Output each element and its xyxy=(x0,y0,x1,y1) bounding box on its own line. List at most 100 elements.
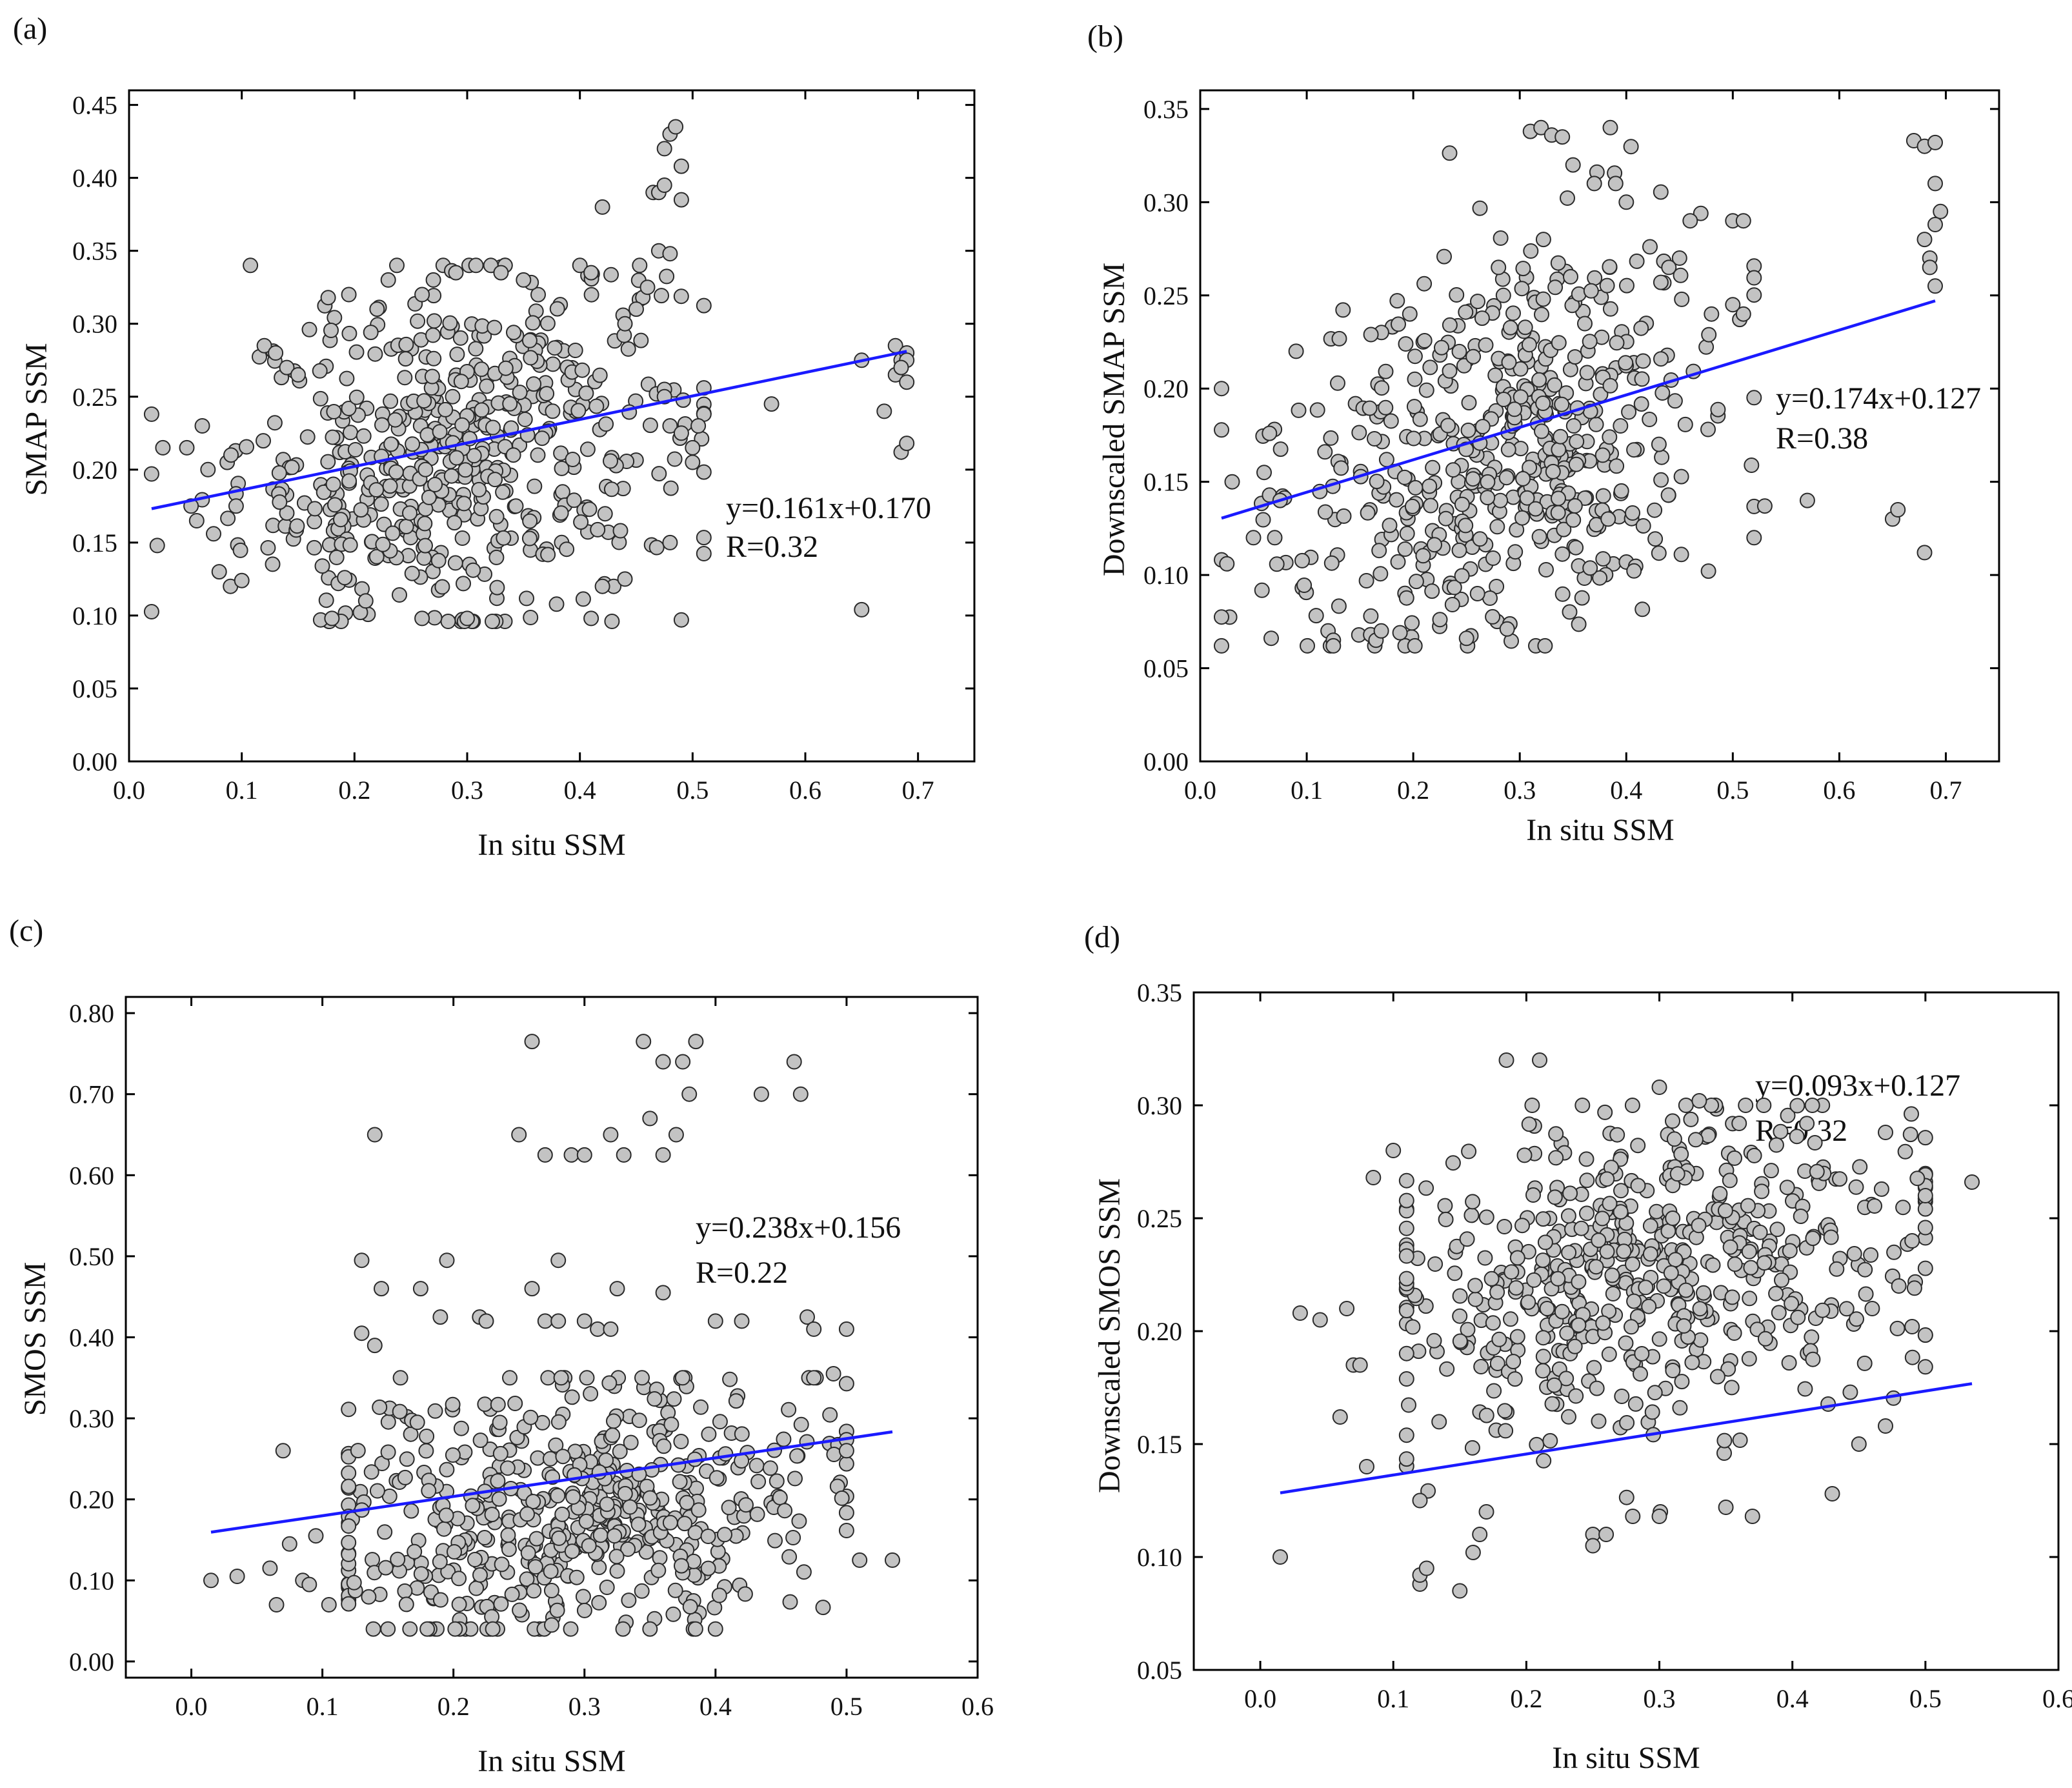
scatter-point xyxy=(312,363,328,379)
scatter-point xyxy=(1647,502,1663,518)
scatter-point xyxy=(667,1582,683,1598)
scatter-point xyxy=(1642,1218,1658,1234)
scatter-point xyxy=(1459,1231,1475,1247)
scatter-point xyxy=(1626,442,1642,458)
scatter-point xyxy=(1551,335,1567,351)
scatter-point xyxy=(1693,205,1709,221)
scatter-point xyxy=(471,481,487,497)
scatter-point xyxy=(1605,1286,1621,1301)
scatter-point xyxy=(1724,1380,1740,1396)
scatter-point xyxy=(1336,508,1352,524)
scatter-point xyxy=(1407,638,1423,654)
scatter-point xyxy=(1649,1203,1665,1220)
scatter-point xyxy=(772,1489,788,1505)
scatter-point xyxy=(1451,542,1467,558)
scatter-point xyxy=(1262,425,1278,441)
scatter-point xyxy=(1651,1080,1667,1095)
scatter-point xyxy=(767,1532,783,1549)
scatter-point xyxy=(1807,1135,1823,1150)
scatter-point xyxy=(1531,528,1547,545)
scatter-point xyxy=(1398,336,1414,352)
x-tick-label: 0.2 xyxy=(338,776,370,805)
scatter-point xyxy=(1568,539,1584,556)
y-tick-label: 0.30 xyxy=(72,310,117,339)
scatter-point xyxy=(1647,531,1664,547)
scatter-point xyxy=(1359,1459,1374,1474)
scatter-point xyxy=(1790,1309,1806,1325)
scatter-point xyxy=(487,472,503,488)
scatter-point xyxy=(1256,465,1272,481)
scatter-point xyxy=(1532,1052,1547,1068)
x-tick-label: 0.4 xyxy=(699,1692,732,1721)
scatter-point xyxy=(449,347,465,363)
scatter-point xyxy=(825,1366,841,1381)
scatter-point xyxy=(432,1554,448,1570)
x-tick-label: 0.1 xyxy=(1377,1684,1409,1713)
scatter-point xyxy=(1551,441,1567,457)
scatter-point xyxy=(1554,586,1571,602)
scatter-point xyxy=(1601,1346,1617,1362)
scatter-point xyxy=(1906,1280,1922,1296)
scatter-point xyxy=(1599,1243,1615,1260)
scatter-point xyxy=(592,1527,609,1543)
scatter-point xyxy=(1339,1301,1355,1316)
scatter-point xyxy=(1527,501,1544,517)
scatter-point xyxy=(1464,1440,1480,1456)
scatter-point xyxy=(1493,230,1509,246)
scatter-point xyxy=(1535,396,1551,411)
scatter-point xyxy=(468,341,484,357)
scatter-point xyxy=(537,1313,553,1329)
scatter-points xyxy=(143,119,915,629)
scatter-point xyxy=(392,1403,408,1420)
scatter-point xyxy=(1763,1163,1779,1179)
scatter-point xyxy=(575,1589,591,1605)
scatter-point xyxy=(1496,1219,1513,1234)
scatter-point xyxy=(1416,333,1433,348)
scatter-point xyxy=(1621,404,1637,420)
scatter-point xyxy=(398,1596,414,1612)
scatter-point xyxy=(521,530,538,547)
y-tick-label: 0.20 xyxy=(1143,374,1189,403)
scatter-point xyxy=(380,272,396,288)
scatter-point xyxy=(1418,382,1434,398)
scatter-point xyxy=(553,505,569,521)
scatter-point xyxy=(1505,1354,1522,1370)
scatter-point xyxy=(609,1549,625,1565)
scatter-point xyxy=(1497,1403,1513,1419)
scatter-point xyxy=(540,547,556,563)
scatter-point xyxy=(1726,1325,1742,1341)
x-tick-label: 0.3 xyxy=(1644,1684,1676,1713)
fit-equation: y=0.093x+0.127 xyxy=(1755,1069,1960,1103)
scatter-point xyxy=(1588,1259,1604,1275)
x-axis-title: In situ SSM xyxy=(478,828,625,862)
scatter-point xyxy=(800,1309,815,1325)
scatter-point xyxy=(1398,1427,1414,1443)
scatter-point xyxy=(707,1313,723,1329)
scatter-point xyxy=(414,610,430,627)
x-tick-label: 0.6 xyxy=(2042,1684,2072,1713)
x-tick-label: 0.6 xyxy=(961,1692,994,1721)
scatter-point xyxy=(525,1494,541,1510)
scatter-point xyxy=(1660,487,1676,503)
scatter-point xyxy=(1673,1146,1689,1162)
scatter-point xyxy=(1927,278,1943,294)
scatter-point xyxy=(239,439,254,455)
scatter-point xyxy=(494,1556,510,1572)
scatter-point xyxy=(1567,498,1583,514)
scatter-point xyxy=(439,1252,455,1269)
scatter-point xyxy=(1856,1355,1873,1371)
scatter-point xyxy=(1624,1098,1640,1113)
scatter-point xyxy=(1922,259,1938,276)
scatter-point xyxy=(504,1586,520,1602)
scatter-point xyxy=(1863,1247,1879,1263)
y-tick-label: 0.05 xyxy=(72,674,117,703)
scatter-point xyxy=(1458,630,1474,647)
scatter-point xyxy=(262,1560,278,1576)
scatter-point xyxy=(603,481,619,497)
scatter-point xyxy=(399,1451,415,1467)
x-tick-label: 0.2 xyxy=(1397,776,1429,805)
scatter-point xyxy=(1470,294,1485,310)
scatter-point xyxy=(1571,1317,1587,1333)
x-axis-title: In situ SSM xyxy=(1526,813,1674,847)
regression-line xyxy=(1221,299,1936,520)
